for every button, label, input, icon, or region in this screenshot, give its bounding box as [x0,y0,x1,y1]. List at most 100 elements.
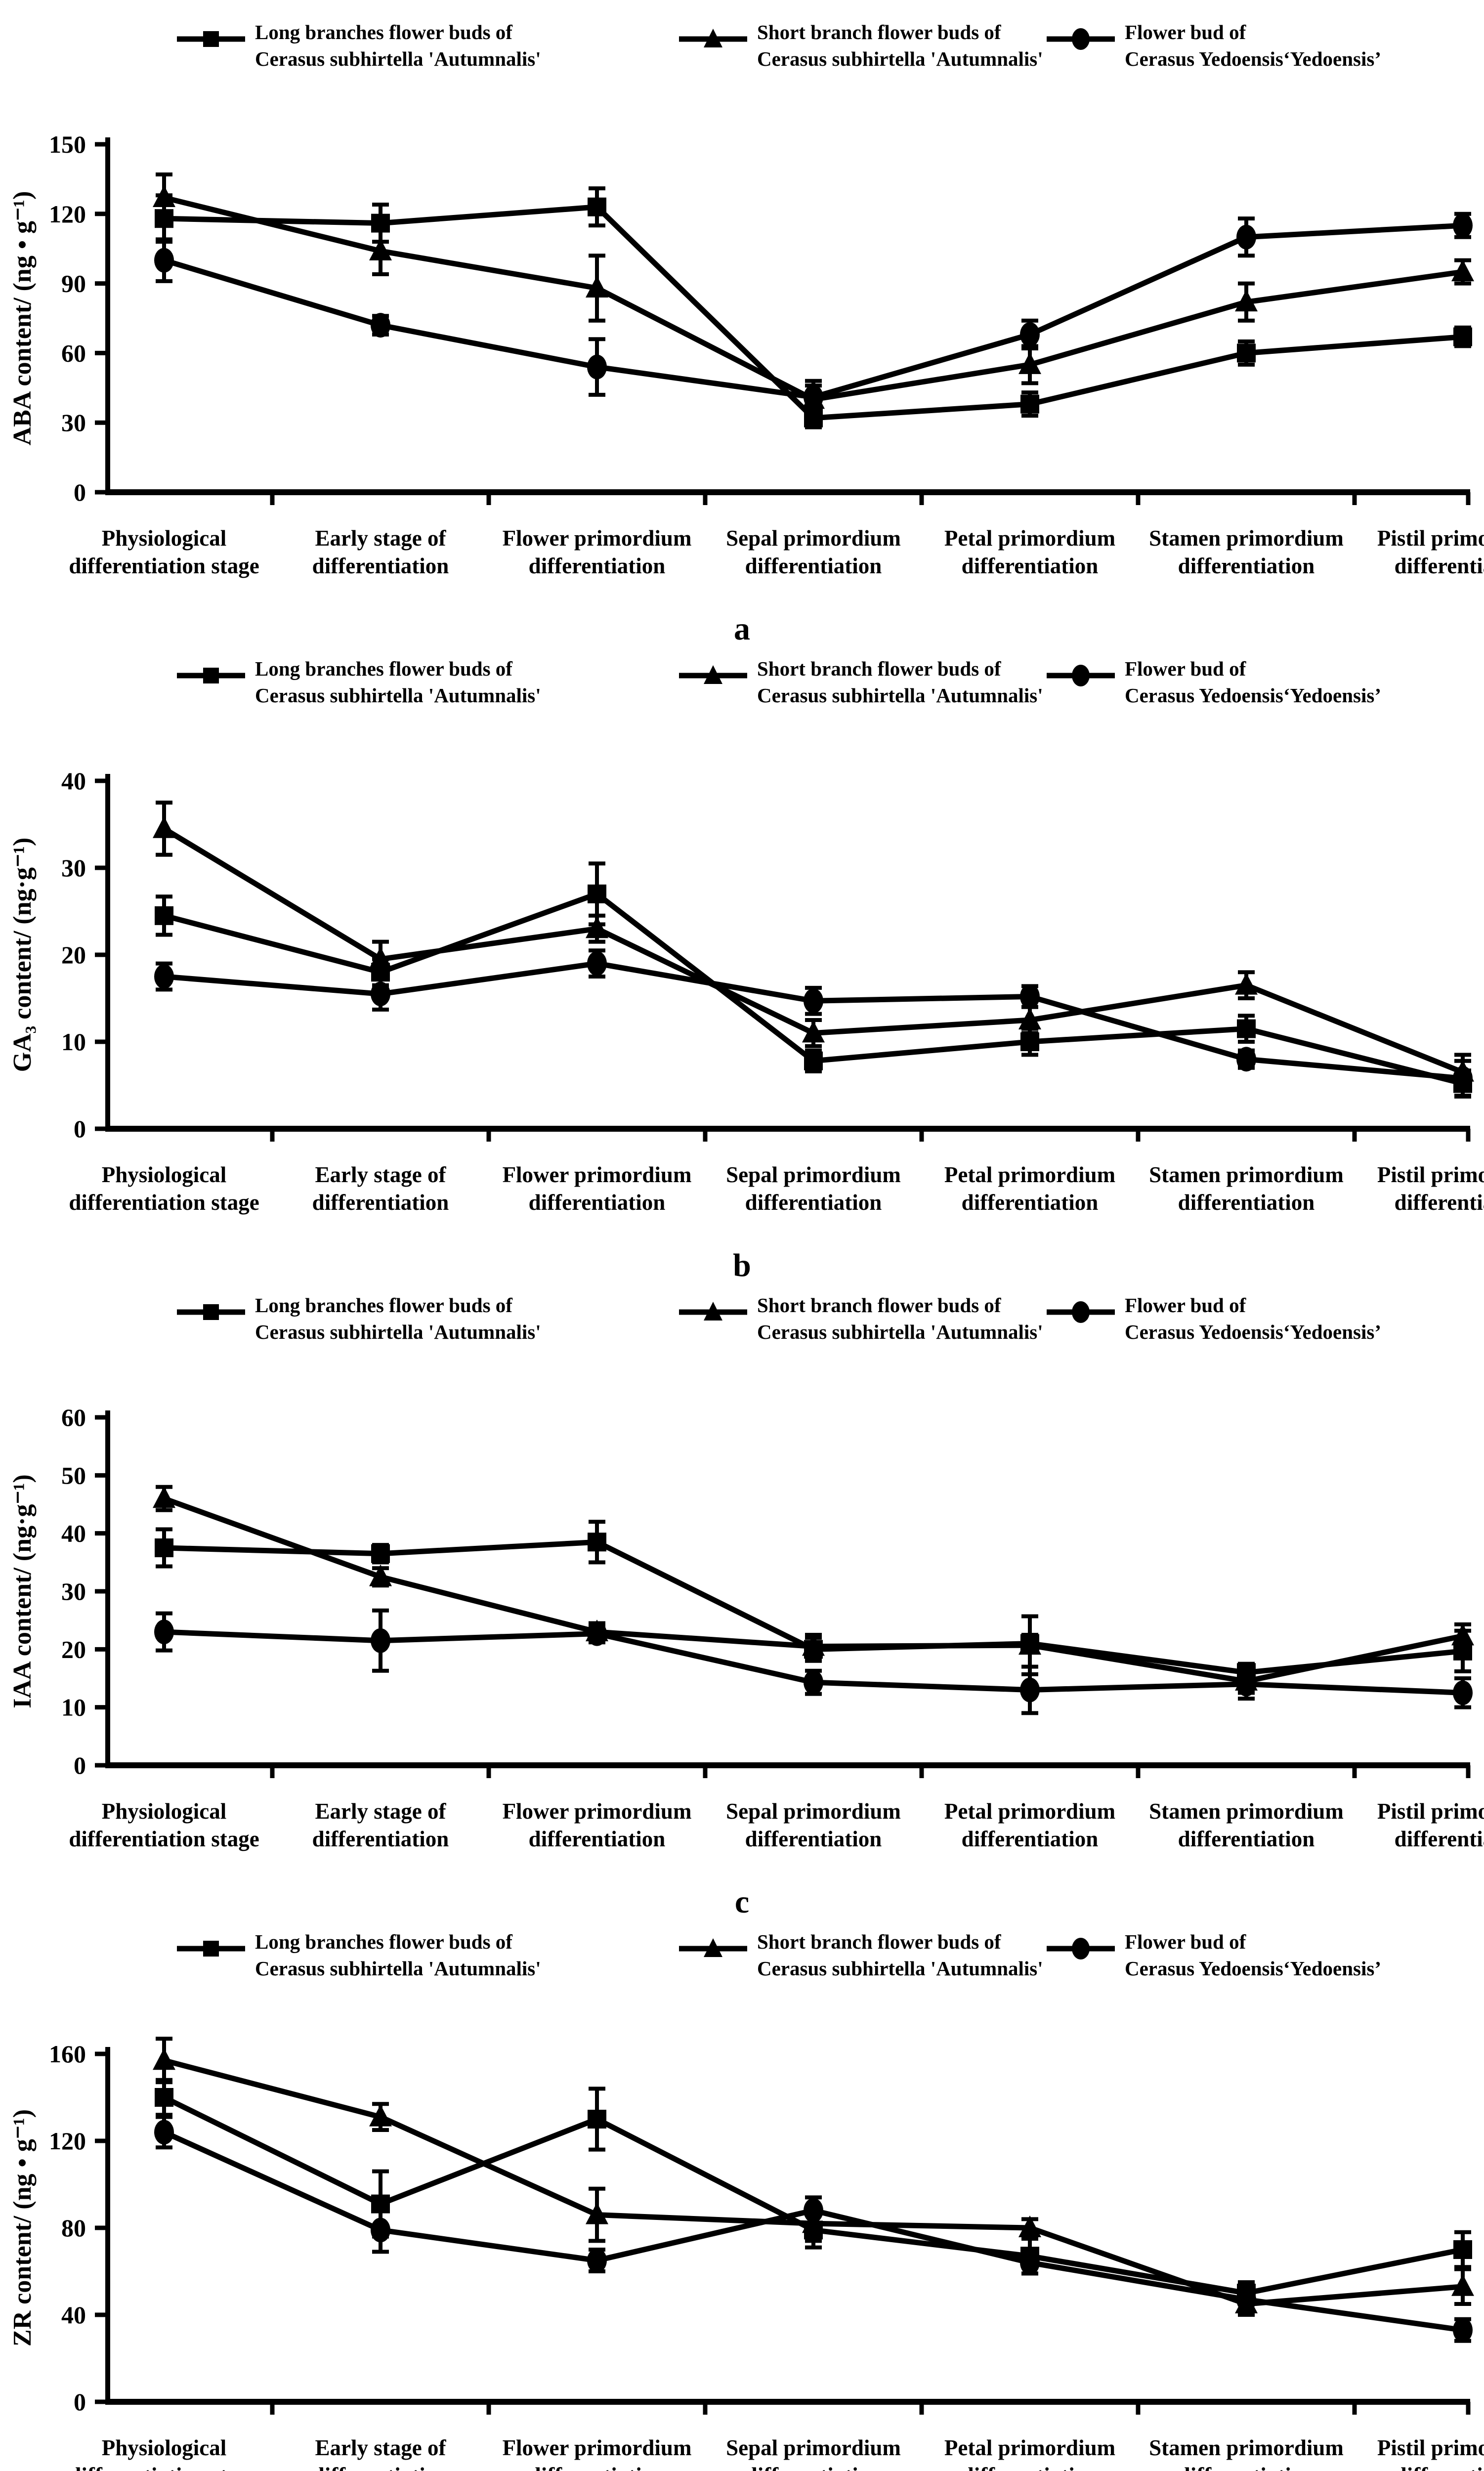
chart-d-zr: 0 40 80 120 160 ZR content/ (ng • g⁻¹) Physiol… [8,2037,1484,2471]
marker-square [804,1051,823,1070]
marker-circle [587,1621,607,1646]
series-line-circle [163,222,1463,400]
legend-label: Long branches flower buds of Cerasus subh… [255,21,541,71]
marker-circle [371,1628,390,1653]
marker-square [155,2088,173,2107]
marker-triangle [1018,1633,1041,1655]
legend-triangle-marker-icon [679,1938,747,1957]
series-line-triangle [163,195,1463,402]
marker-triangle [153,816,175,838]
y-axis-title: IAA content/ (ng·g⁻¹) [8,1474,37,1708]
legend-item-triangle: Short branch flower buds of Cerasus subhi… [676,19,1043,72]
y-axis-tick-label: 20 [61,941,86,969]
legend-item-square: Long branches flower buds of Cerasus subh… [174,1928,541,1982]
legend-item-square: Long branches flower buds of Cerasus subh… [174,1292,541,1345]
legend-triangle [704,1302,722,1321]
marker-square [588,197,606,216]
y-axis-tick-label: 30 [61,1577,86,1605]
y-axis-tick-label: 10 [61,1028,86,1056]
legend-triangle-marker-icon [679,29,747,47]
y-axis-tick-label: 40 [61,1520,86,1547]
legend-panel-d: Long branches flower buds of Cerasus subh… [0,1923,1484,2006]
marker-triangle [586,2202,608,2224]
marker-triangle [369,946,392,969]
marker-circle [804,2198,823,2223]
marker-triangle [1451,2274,1474,2296]
marker-square [1453,2240,1472,2259]
marker-circle [154,964,174,989]
marker-triangle [1018,352,1041,374]
marker-square [371,1544,390,1563]
y-axis-title: GA₃ content/ (ng·g⁻¹) [8,838,37,1072]
y-axis-tick-label: 0 [74,478,86,506]
legend-label: Long branches flower buds of Cerasus subh… [255,1930,541,1980]
y-axis-tick-label: 80 [61,2214,86,2242]
legend-square-marker-icon [177,31,245,47]
legend-square-marker-icon [177,1304,245,1320]
marker-triangle [586,275,608,298]
panel-b: Long branches flower buds of Cerasus subh… [0,650,1484,1282]
y-axis-tick-label: 30 [61,409,86,436]
legend-item-circle: Flower bud of Cerasus Yedoensis‘Yedoensis… [1044,655,1381,709]
legend-label: Flower bud of Cerasus Yedoensis‘Yedoensis… [1125,21,1381,71]
panel-letter-a: a [734,611,750,647]
legend-triangle [704,29,722,47]
marker-square [1020,394,1039,414]
marker-square [155,1538,173,1557]
legend-triangle [704,1938,722,1957]
legend-square [203,31,219,47]
chart-a-aba: 0 30 60 90 120 150 ABA content/ (ng • g⁻¹) Phys… [8,130,1484,578]
marker-triangle [153,1486,175,1508]
legend-square-marker-icon [177,1941,245,1957]
panel-letter-b: b [733,1247,751,1283]
marker-circle [587,951,607,976]
series-line-triangle [163,2057,1463,2307]
marker-circle [1236,224,1256,250]
legend-circle-marker-icon [1047,1938,1115,1960]
marker-circle [1020,322,1040,347]
y-axis-tick-label: 90 [61,270,86,298]
y-axis-tick-label: 30 [61,854,86,882]
marker-triangle [369,1564,392,1586]
marker-circle [1453,1680,1473,1705]
legend-item-triangle: Short branch flower buds of Cerasus subhi… [676,1292,1043,1345]
y-axis-title: ZR content/ (ng • g⁻¹) [8,2109,37,2346]
marker-square [1453,327,1472,346]
marker-circle [371,313,390,338]
legend-circle [1072,1301,1090,1323]
series-line-square [163,2095,1464,2296]
y-axis-tick-label: 120 [49,2127,86,2155]
y-axis-tick-label: 60 [61,1404,86,1431]
marker-triangle [1018,2215,1041,2237]
marker-triangle [1018,1008,1041,1029]
legend-item-square: Long branches flower buds of Cerasus subh… [174,655,541,709]
legend-panel-c: Long branches flower buds of Cerasus subh… [0,1287,1484,1370]
legend-label: Long branches flower buds of Cerasus subh… [255,657,541,707]
marker-square [1020,1032,1039,1051]
marker-square [155,906,173,925]
legend-label: Long branches flower buds of Cerasus subh… [255,1294,541,1344]
marker-square [588,884,606,903]
legend-triangle-marker-icon [679,1302,747,1321]
y-axis-tick-label: 0 [74,1751,86,1779]
marker-square [1237,1019,1256,1038]
legend-item-circle: Flower bud of Cerasus Yedoensis‘Yedoensis… [1044,19,1381,72]
y-axis-tick-label: 50 [61,1461,86,1489]
y-axis-tick-label: 20 [61,1635,86,1663]
marker-triangle [1451,259,1474,282]
legend-item-circle: Flower bud of Cerasus Yedoensis‘Yedoensis… [1044,1928,1381,1982]
